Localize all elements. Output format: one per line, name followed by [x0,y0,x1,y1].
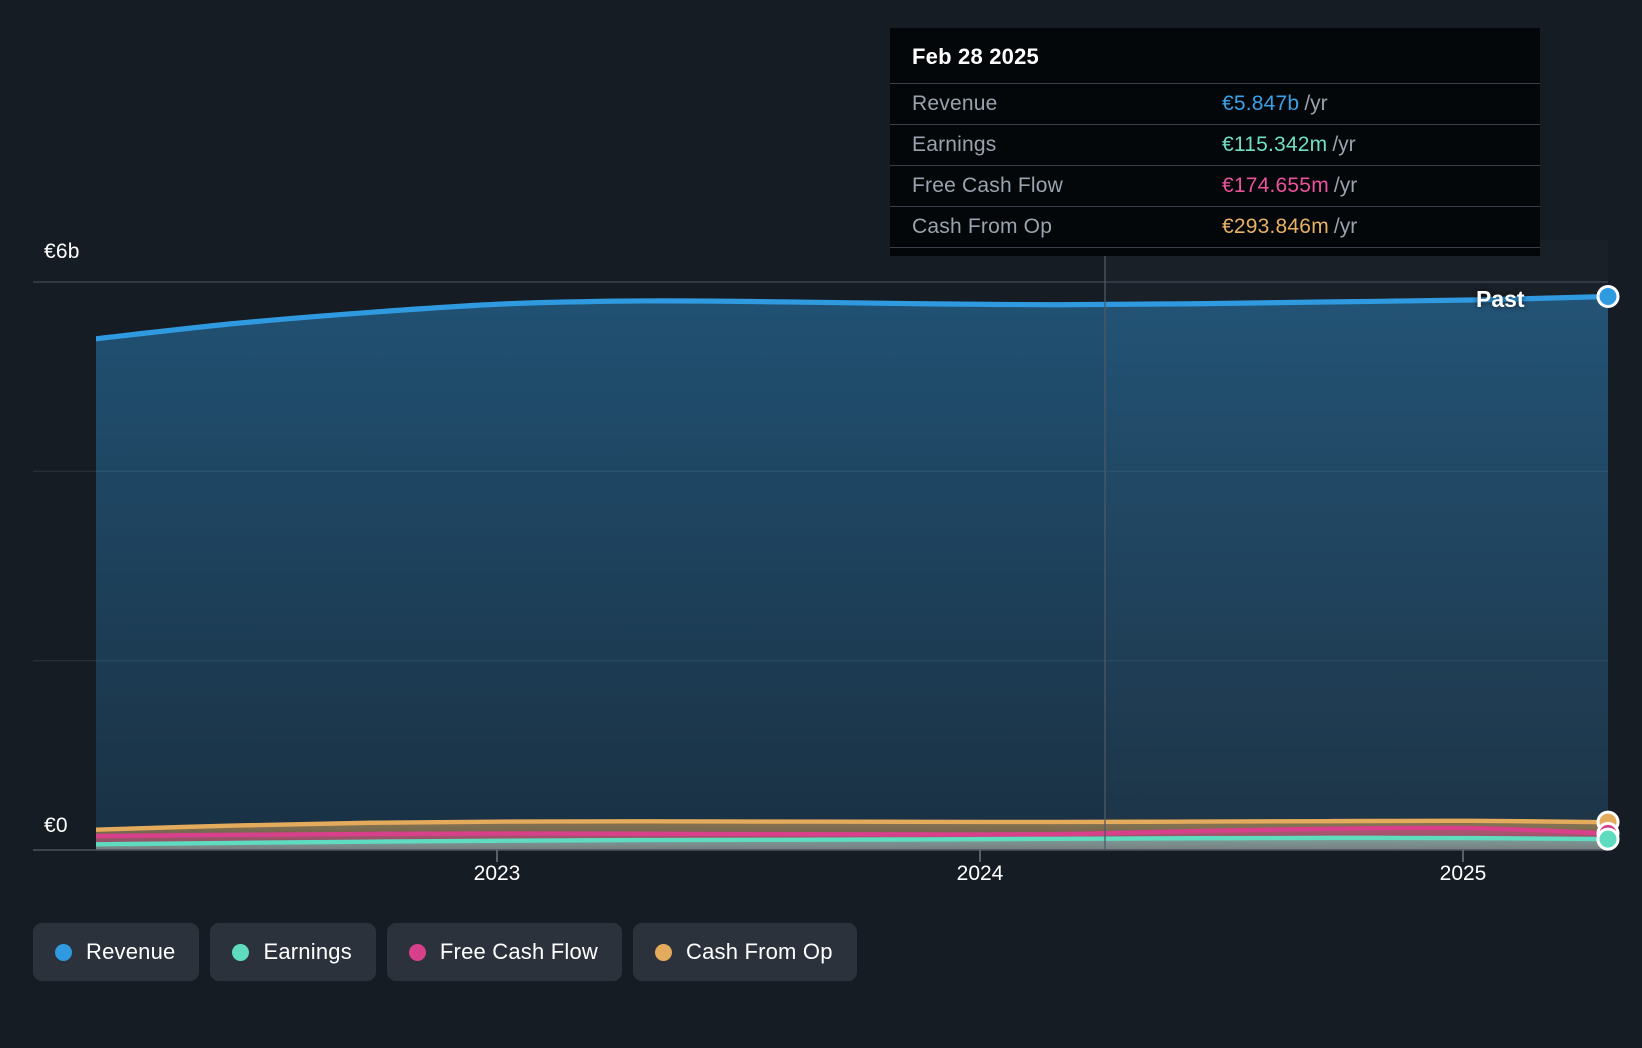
tooltip-date: Feb 28 2025 [912,44,1039,69]
legend-item-label: Earnings [263,939,352,964]
tooltip-rows: Revenue €5.847b/yr Earnings €115.342m/yr Fre… [890,83,1540,248]
chart-canvas [33,240,1620,862]
tooltip-row: Revenue €5.847b/yr [890,83,1540,124]
chart-legend: Revenue Earnings Free Cash Flow Cash From O… [33,923,857,981]
series-layer [96,293,1608,850]
financials-chart: €6b €0 2023 2024 2025 Past [33,240,1620,885]
tooltip-value-group: €293.846m/yr [1222,215,1518,239]
legend-item-earnings[interactable]: Earnings [210,923,376,981]
tooltip-metric-label: Revenue [912,92,998,115]
past-annotation-label: Past [1476,286,1525,312]
y-axis-label-top: €6b [44,240,80,263]
tooltip-metric-unit: /yr [1333,215,1358,238]
legend-color-dot-icon [654,943,672,961]
tooltip-metric-label: Earnings [912,133,997,156]
tooltip-metric-label: Cash From Op [912,215,1053,238]
x-axis-label-2024: 2024 [956,862,1004,885]
tooltip-metric-value: €174.655m [1222,174,1329,197]
legend-color-dot-icon [55,943,72,961]
tooltip-metric-unit: /yr [1333,174,1358,197]
tooltip-value-group: €115.342m/yr [1222,133,1518,157]
series-line-revenue [96,293,1608,342]
legend-item-label: Free Cash Flow [439,939,598,964]
series-area-revenue [96,296,1608,850]
legend-item-label: Cash From Op [685,939,833,964]
tooltip-row: Free Cash Flow €174.655m/yr [890,165,1540,206]
series-line-cash-from-op [96,818,1608,832]
legend-item-revenue[interactable]: Revenue [33,923,200,981]
legend-item-label: Revenue [86,939,176,964]
legend-item-free-cash-flow[interactable]: Free Cash Flow [386,923,622,981]
series-line-free-cash-flow [96,825,1608,839]
y-axis-label-zero: €0 [44,814,68,837]
tooltip-metric-label: Free Cash Flow [912,174,1064,197]
series-area-earnings [96,837,1608,850]
tooltip-row: Cash From Op €293.846m/yr [890,206,1540,248]
tooltip-value-group: €174.655m/yr [1222,174,1518,198]
legend-color-dot-icon [408,943,426,961]
endpoint-marker-earnings[interactable] [1596,827,1620,851]
x-axis-ticks [496,850,1464,862]
legend-item-cash-from-op[interactable]: Cash From Op [632,923,857,981]
endpoint-marker-revenue[interactable] [1596,284,1620,308]
tooltip-metric-value: €115.342m [1222,133,1328,156]
tooltip-metric-unit: /yr [1304,92,1328,115]
legend-color-dot-icon [232,943,250,961]
tooltip-value-group: €5.847b/yr [1222,92,1518,116]
tooltip-metric-value: €293.846m [1222,215,1329,238]
tooltip-row: Earnings €115.342m/yr [890,124,1540,165]
x-axis-label-2025: 2025 [1439,862,1487,885]
data-tooltip: Feb 28 2025 Revenue €5.847b/yr Earnings €11… [890,28,1540,256]
series-line-earnings [96,835,1608,847]
x-axis-label-2023: 2023 [473,862,521,885]
tooltip-metric-value: €5.847b [1222,92,1300,115]
endpoint-markers [1596,284,1620,851]
tooltip-metric-unit: /yr [1332,133,1356,156]
